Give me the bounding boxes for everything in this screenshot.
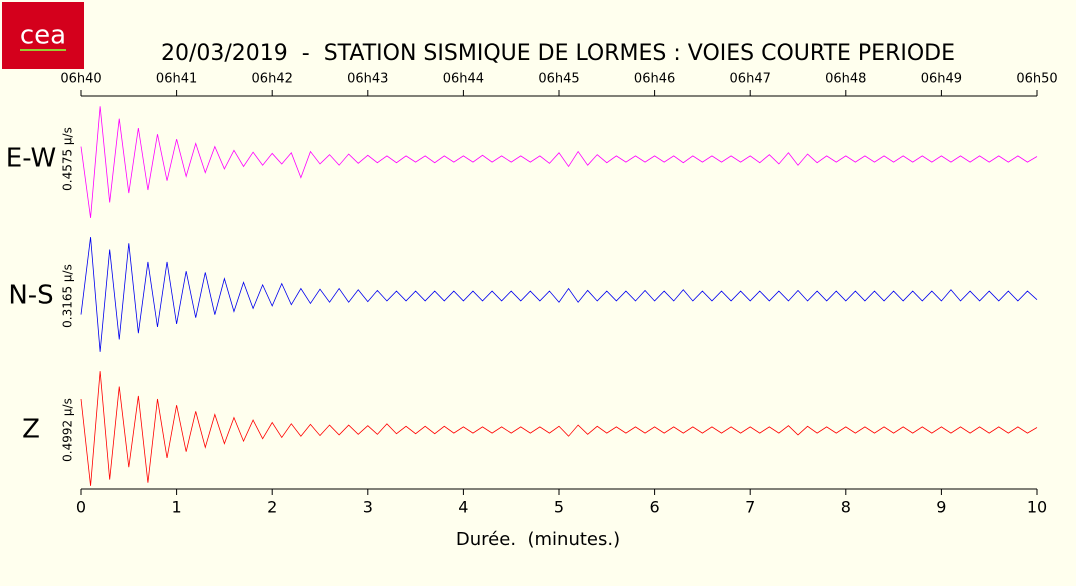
channel-label: N-S: [8, 281, 53, 311]
x-tick-label: 1: [172, 498, 182, 517]
scale-label: 0.4575 µ/s: [61, 127, 75, 191]
scale-label: 0.4992 µ/s: [61, 398, 75, 462]
x2-tick-label: 06h46: [634, 72, 675, 87]
logo-box: [2, 2, 84, 69]
x-tick-label: 10: [1027, 498, 1047, 517]
channel-label: E-W: [6, 144, 56, 174]
x2-tick-label: 06h42: [252, 72, 293, 87]
x-tick-label: 3: [363, 498, 373, 517]
x2-tick-label: 06h44: [443, 72, 484, 87]
x2-tick-label: 06h49: [921, 72, 962, 87]
x2-tick-label: 06h50: [1016, 72, 1057, 87]
x2-tick-label: 06h47: [730, 72, 771, 87]
x2-tick-label: 06h43: [347, 72, 388, 87]
scale-label: 0.3165 µ/s: [61, 264, 75, 328]
x-axis-label: Durée. (minutes.): [456, 529, 620, 550]
channel-label: Z: [22, 415, 40, 445]
x2-tick-label: 06h45: [538, 72, 579, 87]
x-tick-label: 7: [745, 498, 755, 517]
x-tick-label: 6: [650, 498, 660, 517]
x2-tick-label: 06h40: [60, 72, 101, 87]
x-tick-label: 8: [841, 498, 851, 517]
x2-tick-label: 06h48: [825, 72, 866, 87]
chart-title: 20/03/2019 - STATION SISMIQUE DE LORMES …: [161, 41, 955, 66]
trace: [80, 237, 1038, 352]
trace: [80, 371, 1038, 486]
logo: cea: [20, 21, 66, 51]
x-tick-label: 2: [267, 498, 277, 517]
x2-tick-label: 06h41: [156, 72, 197, 87]
x-tick-label: 9: [936, 498, 946, 517]
x-tick-label: 0: [76, 498, 86, 517]
trace: [80, 106, 1038, 218]
x-tick-label: 5: [554, 498, 564, 517]
x-tick-label: 4: [458, 498, 468, 517]
